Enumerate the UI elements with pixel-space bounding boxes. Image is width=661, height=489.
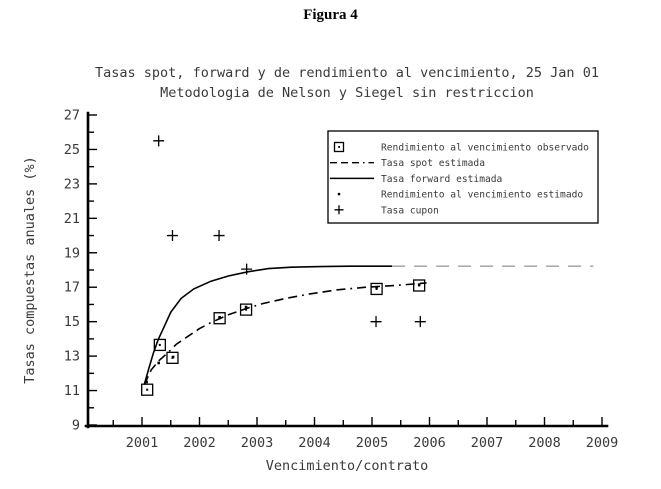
square-center-dot <box>171 356 174 359</box>
dot-marker <box>375 285 378 289</box>
series-tasa-cupon <box>153 135 426 328</box>
square-center-dot <box>418 284 421 287</box>
square-center-dot <box>158 343 161 346</box>
y-tick-label: 25 <box>64 142 80 158</box>
y-tick-label: 15 <box>64 314 80 330</box>
plus-marker <box>213 230 225 242</box>
square-marker <box>153 338 166 352</box>
figure-caption: Figura 4 <box>303 7 358 23</box>
legend-label: Tasa spot estimada <box>381 158 485 169</box>
chart-title-line-1: Tasas spot, forward y de rendimiento al … <box>95 65 599 81</box>
x-tick-label: 2008 <box>528 435 561 451</box>
legend-label: Tasa cupon <box>381 205 439 216</box>
legend-square-icon <box>333 141 345 153</box>
square-marker <box>166 351 179 364</box>
legend-plus-icon <box>334 205 344 215</box>
square-center-dot <box>218 317 221 320</box>
square-marker <box>213 312 226 325</box>
legend-box <box>327 130 599 224</box>
dot-marker <box>244 305 248 309</box>
plus-marker <box>241 263 253 275</box>
x-tick-label: 2009 <box>586 435 619 451</box>
legend-label: Rendimiento al vencimiento observado <box>381 143 589 154</box>
x-tick-label: 2002 <box>183 435 216 451</box>
square-center-dot <box>375 287 378 290</box>
y-tick-label: 19 <box>64 245 80 261</box>
legend-square-dot-icon <box>338 146 340 148</box>
y-axis-label: Tasas compuestas anuales (%) <box>22 156 38 384</box>
x-axis-label: Vencimiento/contrato <box>266 458 429 474</box>
y-tick-label: 11 <box>64 383 80 399</box>
square-marker <box>370 282 383 296</box>
plus-marker <box>153 135 165 147</box>
x-tick-label: 2001 <box>126 435 159 451</box>
legend-dot-icon <box>337 192 341 196</box>
x-tick-label: 2007 <box>471 435 504 451</box>
dot-marker <box>145 380 148 384</box>
y-tick-label: 23 <box>64 176 80 192</box>
legend-entry-rendimiento-al-vencimiento-observado <box>333 141 345 153</box>
square-marker <box>141 383 154 396</box>
y-tick-label: 21 <box>64 211 80 227</box>
series-tasa-spot-estimada <box>143 282 427 385</box>
x-tick-label: 2003 <box>241 435 274 451</box>
series-tasa-forward-estimada <box>143 265 393 385</box>
legend-entry-tasa-cupon <box>334 205 344 215</box>
plus-marker <box>370 316 382 328</box>
legend-entry-rendimiento-al-vencimiento-estimado <box>337 192 341 196</box>
series-rendimiento-al-vencimiento-observado <box>141 279 426 396</box>
y-tick-label: 17 <box>64 280 80 296</box>
square-marker <box>239 303 253 316</box>
chart-title-line-2: Metodologia de Nelson y Siegel sin restr… <box>160 85 534 101</box>
y-tick-label: 9 <box>72 418 80 434</box>
square-marker <box>412 279 426 292</box>
legend-label: Rendimiento al vencimiento estimado <box>381 190 583 201</box>
legend-label: Tasa forward estimada <box>381 174 502 185</box>
plus-marker <box>166 230 178 242</box>
square-center-dot <box>245 308 248 311</box>
legend <box>327 130 599 224</box>
y-tick-label: 27 <box>64 108 80 124</box>
dot-marker <box>157 361 160 365</box>
y-tick-label: 13 <box>64 349 80 365</box>
curve-tasa-forward-estimada <box>143 265 393 385</box>
plus-marker <box>414 316 426 328</box>
x-tick-label: 2005 <box>356 435 389 451</box>
square-center-dot <box>146 388 149 391</box>
curve-tasa-spot-estimada <box>143 282 427 385</box>
x-tick-label: 2006 <box>413 435 446 451</box>
x-tick-label: 2004 <box>298 435 331 451</box>
